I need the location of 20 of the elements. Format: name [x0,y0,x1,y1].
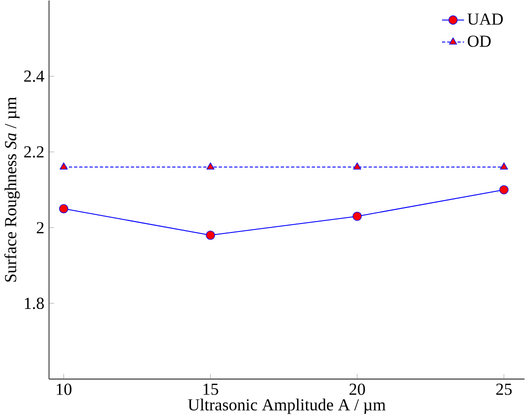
legend-label: UAD [467,13,503,25]
x-tick-label: 15 [204,384,218,395]
x-axis-title: Ultrasonic Amplitude A / µm [188,398,386,414]
x-tick-label: 25 [496,384,512,395]
point [352,212,362,221]
point [353,162,362,170]
point [499,185,509,194]
point [59,204,68,214]
point [60,162,68,170]
y-tick-label: 2 [36,222,44,234]
y-tick-label: 2.4 [24,70,44,82]
point [206,162,214,170]
y-tick-label: 2.2 [24,146,44,158]
legend-label: OD [468,35,491,47]
y-tick-label: 1.8 [24,298,44,309]
point [206,230,216,240]
x-tick-label: 20 [350,384,365,395]
y-axis-title: Surface Roughness Sa / µm [4,96,20,282]
point [500,162,508,170]
x-tick-label: 10 [56,384,72,395]
